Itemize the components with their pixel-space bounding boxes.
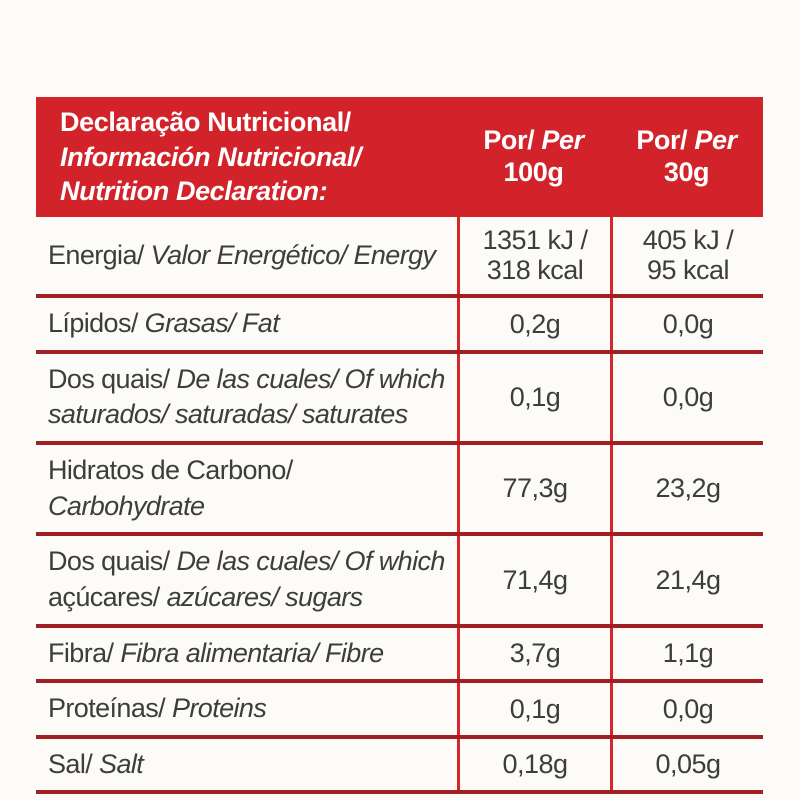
column-header-per-100g-label: Por/ Per — [483, 124, 584, 155]
value-per-100g-saturates: 0,1g — [457, 353, 610, 442]
value-line: 0,0g — [662, 308, 714, 339]
row-label-line: açúcares/ azúcares/ sugars — [48, 580, 363, 616]
row-label-segment: Carbohydrate — [48, 490, 205, 521]
value-line: 0,2g — [509, 308, 561, 339]
row-label-line: saturados/ saturadas/ saturates — [48, 397, 408, 433]
table-title-line-es: Información Nutricional/ — [60, 141, 361, 172]
value-line: 1351 kJ / — [482, 224, 588, 255]
row-label-segment: Lípidos/ — [48, 308, 145, 339]
row-label-fibre: Fibra/ Fibra alimentaria/ Fibre — [36, 628, 457, 680]
table-row-carbohydrate: Hidratos de Carbono/ Carbohydrate 77,3g 23… — [36, 445, 763, 537]
table-row-salt: Sal/ Salt 0,18g 0,05g — [36, 738, 763, 795]
row-label-saturates: Dos quais/ De las cuales/ Of which satura… — [36, 354, 457, 441]
row-label-segment: Fibra/ — [48, 637, 121, 668]
row-label-sugars: Dos quais/ De las cuales/ Of which açúcar… — [36, 536, 457, 623]
row-label-segment: Energia/ — [48, 239, 151, 270]
value-line: 0,1g — [509, 693, 561, 724]
table-row-sugars: Dos quais/ De las cuales/ Of which açúcar… — [36, 536, 763, 628]
row-label-line: Hidratos de Carbono/ Carbohydrate — [48, 453, 451, 524]
row-label-line: Energia/ Valor Energético/ Energy — [48, 238, 436, 274]
value-per-100g-fat: 0,2g — [457, 298, 610, 350]
value-per-30g-salt: 0,05g — [610, 738, 763, 791]
row-label-line: Fibra/ Fibra alimentaria/ Fibre — [48, 636, 384, 672]
row-label-segment: Sal/ — [48, 748, 100, 779]
value-line: 21,4g — [655, 564, 721, 595]
column-header-per-30g: Por/ Per 30g — [610, 97, 763, 217]
column-header-per-30g-amount: 30g — [663, 156, 710, 187]
row-label-segment: Hidratos de Carbono/ — [48, 455, 293, 486]
row-label-line: Sal/ Salt — [48, 747, 144, 783]
value-per-100g-fibre: 3,7g — [457, 627, 610, 680]
table-body: Energia/ Valor Energético/ Energy 1351 kJ… — [36, 216, 763, 795]
value-line: 23,2g — [655, 473, 721, 504]
row-label-line: Lípidos/ Grasas/ Fat — [48, 306, 280, 342]
value-per-100g-protein: 0,1g — [457, 683, 610, 735]
row-label-salt: Sal/ Salt — [36, 739, 457, 791]
row-label-carbohydrate: Hidratos de Carbono/ Carbohydrate — [36, 445, 457, 532]
row-label-segment: azúcares/ sugars — [166, 581, 364, 612]
value-per-30g-fibre: 1,1g — [610, 627, 763, 680]
table-row-fat: Lípidos/ Grasas/ Fat 0,2g 0,0g — [36, 298, 763, 354]
value-per-100g-salt: 0,18g — [457, 738, 610, 791]
table-row-protein: Proteínas/ Proteins 0,1g 0,0g — [36, 683, 763, 739]
row-label-segment: Proteins — [171, 693, 267, 724]
column-header-per-30g-label: Por/ Per — [636, 124, 737, 155]
value-per-30g-energy: 405 kJ /95 kcal — [610, 216, 763, 295]
table-title-line-en: Nutrition Declaration: — [60, 176, 328, 207]
value-line: 0,18g — [502, 749, 568, 780]
value-line: 405 kJ / — [642, 224, 734, 255]
value-per-30g-protein: 0,0g — [610, 683, 763, 735]
row-label-segment: Fibra alimentaria/ Fibre — [120, 637, 384, 668]
column-header-per-100g: Por/ Per 100g — [457, 97, 610, 217]
row-label-segment: Proteínas/ — [48, 693, 172, 724]
value-line: 318 kcal — [486, 255, 584, 286]
value-per-30g-carbohydrate: 23,2g — [610, 445, 763, 533]
value-per-100g-sugars: 71,4g — [457, 536, 610, 624]
row-label-energy: Energia/ Valor Energético/ Energy — [36, 217, 457, 295]
row-label-segment: De las cuales/ Of which — [176, 546, 445, 577]
row-label-line: Proteínas/ Proteins — [48, 691, 267, 727]
row-label-segment: De las cuales/ Of which — [176, 363, 445, 394]
value-per-30g-fat: 0,0g — [610, 298, 763, 350]
value-line: 95 kcal — [646, 255, 730, 286]
value-line: 1,1g — [662, 637, 714, 668]
row-label-segment: açúcares/ — [48, 581, 167, 612]
value-line: 71,4g — [502, 564, 568, 595]
value-per-30g-saturates: 0,0g — [610, 353, 763, 442]
row-label-segment: Dos quais/ — [48, 546, 177, 577]
table-row-energy: Energia/ Valor Energético/ Energy 1351 kJ… — [36, 216, 763, 299]
row-label-segment: Valor Energético/ Energy — [150, 239, 436, 270]
table-title: Declaração Nutricional/ Información Nutr… — [36, 97, 457, 217]
column-header-per-100g-amount: 100g — [503, 156, 564, 187]
row-label-line: Dos quais/ De las cuales/ Of which — [48, 544, 445, 580]
table-title-line-pt: Declaração Nutricional/ — [60, 107, 351, 137]
row-label-line: Dos quais/ De las cuales/ Of which — [48, 362, 445, 398]
row-label-fat: Lípidos/ Grasas/ Fat — [36, 298, 457, 350]
table-row-fibre: Fibra/ Fibra alimentaria/ Fibre 3,7g 1,1g — [36, 627, 763, 684]
value-line: 0,1g — [509, 382, 561, 413]
table-row-saturates: Dos quais/ De las cuales/ Of which satura… — [36, 353, 763, 446]
value-line: 0,0g — [662, 382, 714, 413]
value-line: 0,05g — [655, 749, 721, 780]
value-line: 0,0g — [662, 693, 714, 724]
value-line: 77,3g — [502, 473, 568, 504]
value-line: 3,7g — [509, 637, 561, 668]
value-per-100g-carbohydrate: 77,3g — [457, 445, 610, 533]
row-label-protein: Proteínas/ Proteins — [36, 683, 457, 735]
value-per-100g-energy: 1351 kJ /318 kcal — [457, 216, 610, 295]
nutrition-declaration-table: Declaração Nutricional/ Información Nutr… — [36, 97, 763, 795]
row-label-segment: saturados/ saturadas/ saturates — [48, 399, 408, 430]
row-label-segment: Dos quais/ — [48, 363, 177, 394]
row-label-segment: Grasas/ Fat — [144, 308, 280, 339]
value-per-30g-sugars: 21,4g — [610, 536, 763, 624]
table-header-row: Declaração Nutricional/ Información Nutr… — [36, 97, 763, 217]
row-label-segment: Salt — [99, 748, 144, 779]
